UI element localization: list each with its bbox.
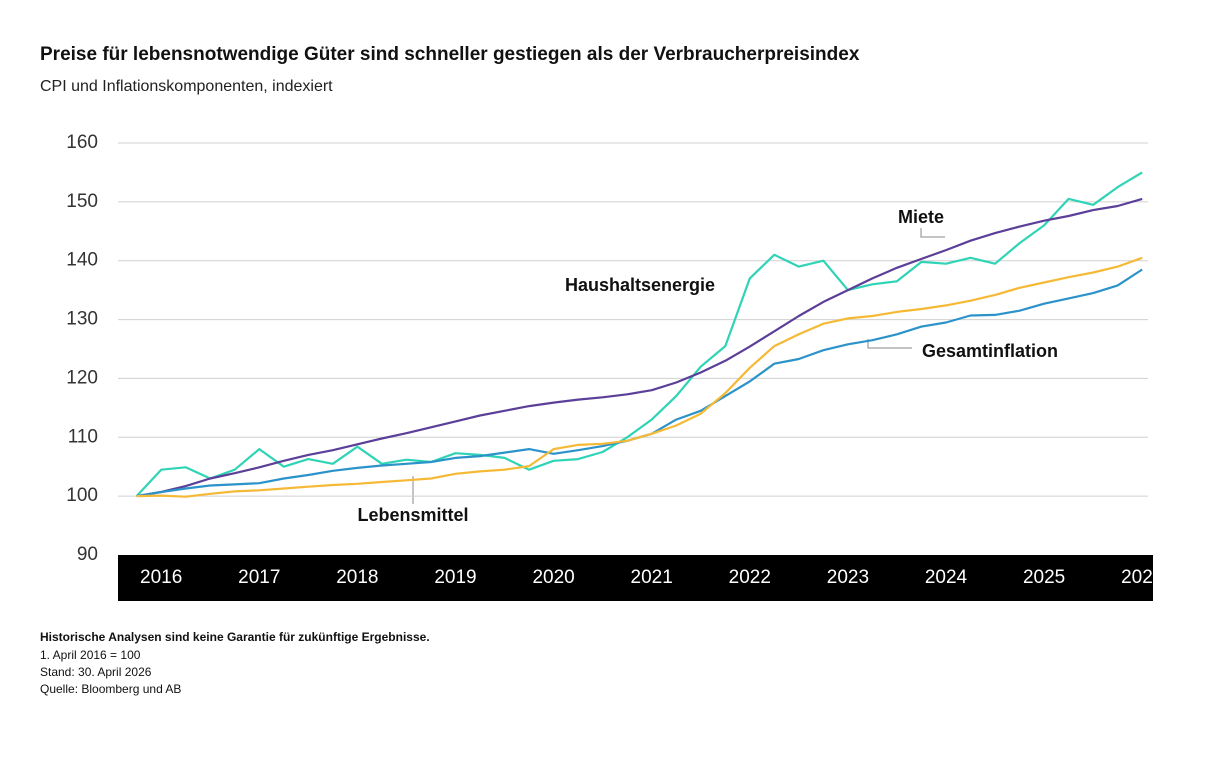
x-tick-label: 2022 xyxy=(729,567,771,588)
x-tick-label: 2018 xyxy=(336,567,378,588)
y-tick-label: 110 xyxy=(68,426,98,447)
series-line xyxy=(135,171,1143,497)
series-line xyxy=(136,197,1143,498)
x-tick-label: 2020 xyxy=(532,567,574,588)
x-tick-label: 2017 xyxy=(238,567,280,588)
x-tick-label: 2019 xyxy=(434,567,476,588)
y-tick-label: 100 xyxy=(66,485,98,506)
x-tick-label: 2021 xyxy=(631,567,673,588)
footnote: Historische Analysen sind keine Garantie… xyxy=(40,630,430,644)
series-label: Lebensmittel xyxy=(357,505,468,525)
series-line xyxy=(136,268,1143,498)
leader-line xyxy=(920,228,945,238)
x-tick-label: 2023 xyxy=(827,567,869,588)
x-tick-label: 2024 xyxy=(925,567,968,588)
footnote: Stand: 30. April 2026 xyxy=(40,665,152,679)
series-label: Miete xyxy=(898,207,944,227)
x-tick-label: 2026 xyxy=(1121,567,1163,588)
y-tick-label: 130 xyxy=(66,309,98,330)
footnote: 1. April 2016 = 100 xyxy=(40,648,141,662)
chart-subtitle: CPI und Inflationskomponenten, indexiert xyxy=(40,78,333,95)
chart-title: Preise für lebensnotwendige Güter sind s… xyxy=(40,44,860,65)
y-tick-label: 160 xyxy=(66,132,98,153)
y-tick-label: 120 xyxy=(66,367,98,388)
y-tick-label: 90 xyxy=(77,544,98,565)
x-axis-band xyxy=(118,555,1153,601)
x-tick-label: 2025 xyxy=(1023,567,1065,588)
series-label: Haushaltsenergie xyxy=(565,275,715,295)
y-tick-label: 150 xyxy=(66,191,98,212)
series-line xyxy=(136,256,1143,498)
x-tick-label: 2016 xyxy=(140,567,182,588)
y-tick-label: 140 xyxy=(66,250,98,271)
footnote: Quelle: Bloomberg und AB xyxy=(40,682,181,696)
series-label: Gesamtinflation xyxy=(922,341,1058,361)
